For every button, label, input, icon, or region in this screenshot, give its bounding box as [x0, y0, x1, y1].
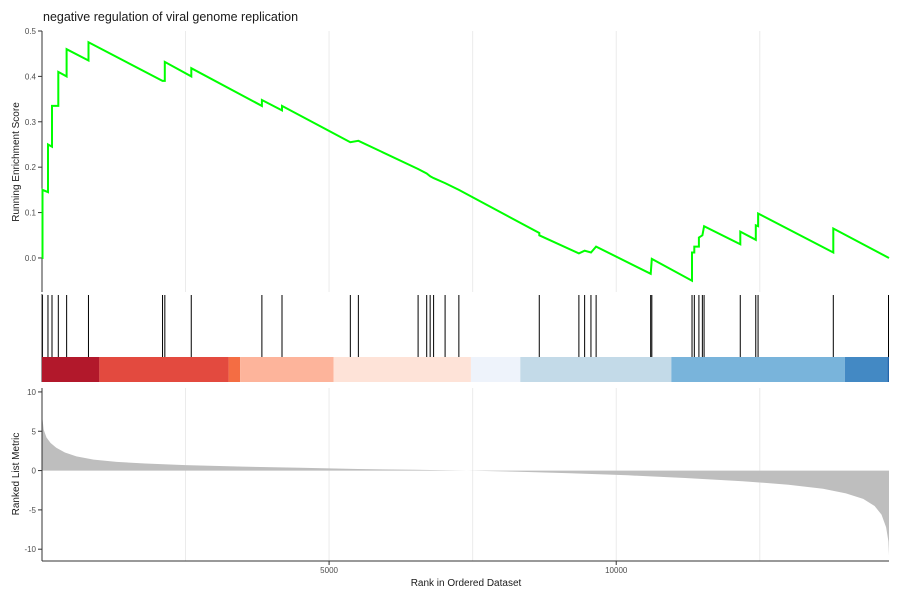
- color-bar-segment: [887, 357, 889, 382]
- metric-y-ticks: 10 5 0 -5 -10: [24, 388, 42, 554]
- color-bar-segment: [240, 357, 334, 382]
- color-bar-segment: [520, 357, 672, 382]
- es-series-line: [41, 40, 890, 283]
- es-y-ticks: 0.0 0.1 0.2 0.3 0.4 0.5: [25, 27, 42, 263]
- x-axis-label: Rank in Ordered Dataset: [411, 578, 522, 589]
- es-y-tick-label: 0.4: [25, 72, 37, 81]
- color-bar-segment: [99, 357, 229, 382]
- color-bar-segment: [228, 357, 241, 382]
- color-bar-segment: [470, 357, 521, 382]
- metric-y-tick-label: 5: [32, 427, 37, 436]
- x-tick-label: 10000: [605, 566, 628, 575]
- color-bar-segment: [41, 357, 100, 382]
- metric-y-tick-label: -10: [24, 545, 36, 554]
- es-y-axis-label: Running Enrichment Score: [11, 102, 22, 222]
- enrichment-score-panel: 0.0 0.1 0.2 0.3 0.4 0.5 Running Enrichment Sc…: [11, 27, 890, 292]
- metric-y-tick-label: -5: [29, 506, 37, 515]
- ranked-metric-area: [41, 413, 889, 556]
- es-y-tick-label: 0.2: [25, 163, 37, 172]
- gridlines: [185, 31, 761, 561]
- chart-title: negative regulation of viral genome repl…: [43, 10, 298, 24]
- metric-y-axis-label: Ranked List Metric: [11, 433, 22, 516]
- x-tick-label: 5000: [320, 566, 338, 575]
- x-ticks: 5000 10000: [320, 561, 628, 575]
- es-y-tick-label: 0.3: [25, 118, 37, 127]
- metric-y-tick-label: 10: [27, 388, 36, 397]
- color-bar-segment: [844, 357, 888, 382]
- es-y-tick-label: 0.0: [25, 254, 37, 263]
- es-y-tick-label: 0.1: [25, 209, 37, 218]
- color-bar-segment: [671, 357, 845, 382]
- ranked-metric-panel: 10 5 0 -5 -10 5000 10000 Ranked List Metric R…: [11, 388, 889, 589]
- color-bar-segment: [333, 357, 471, 382]
- es-y-tick-label: 0.5: [25, 27, 37, 36]
- metric-y-tick-label: 0: [32, 467, 37, 476]
- ranked-color-bar: [41, 357, 889, 382]
